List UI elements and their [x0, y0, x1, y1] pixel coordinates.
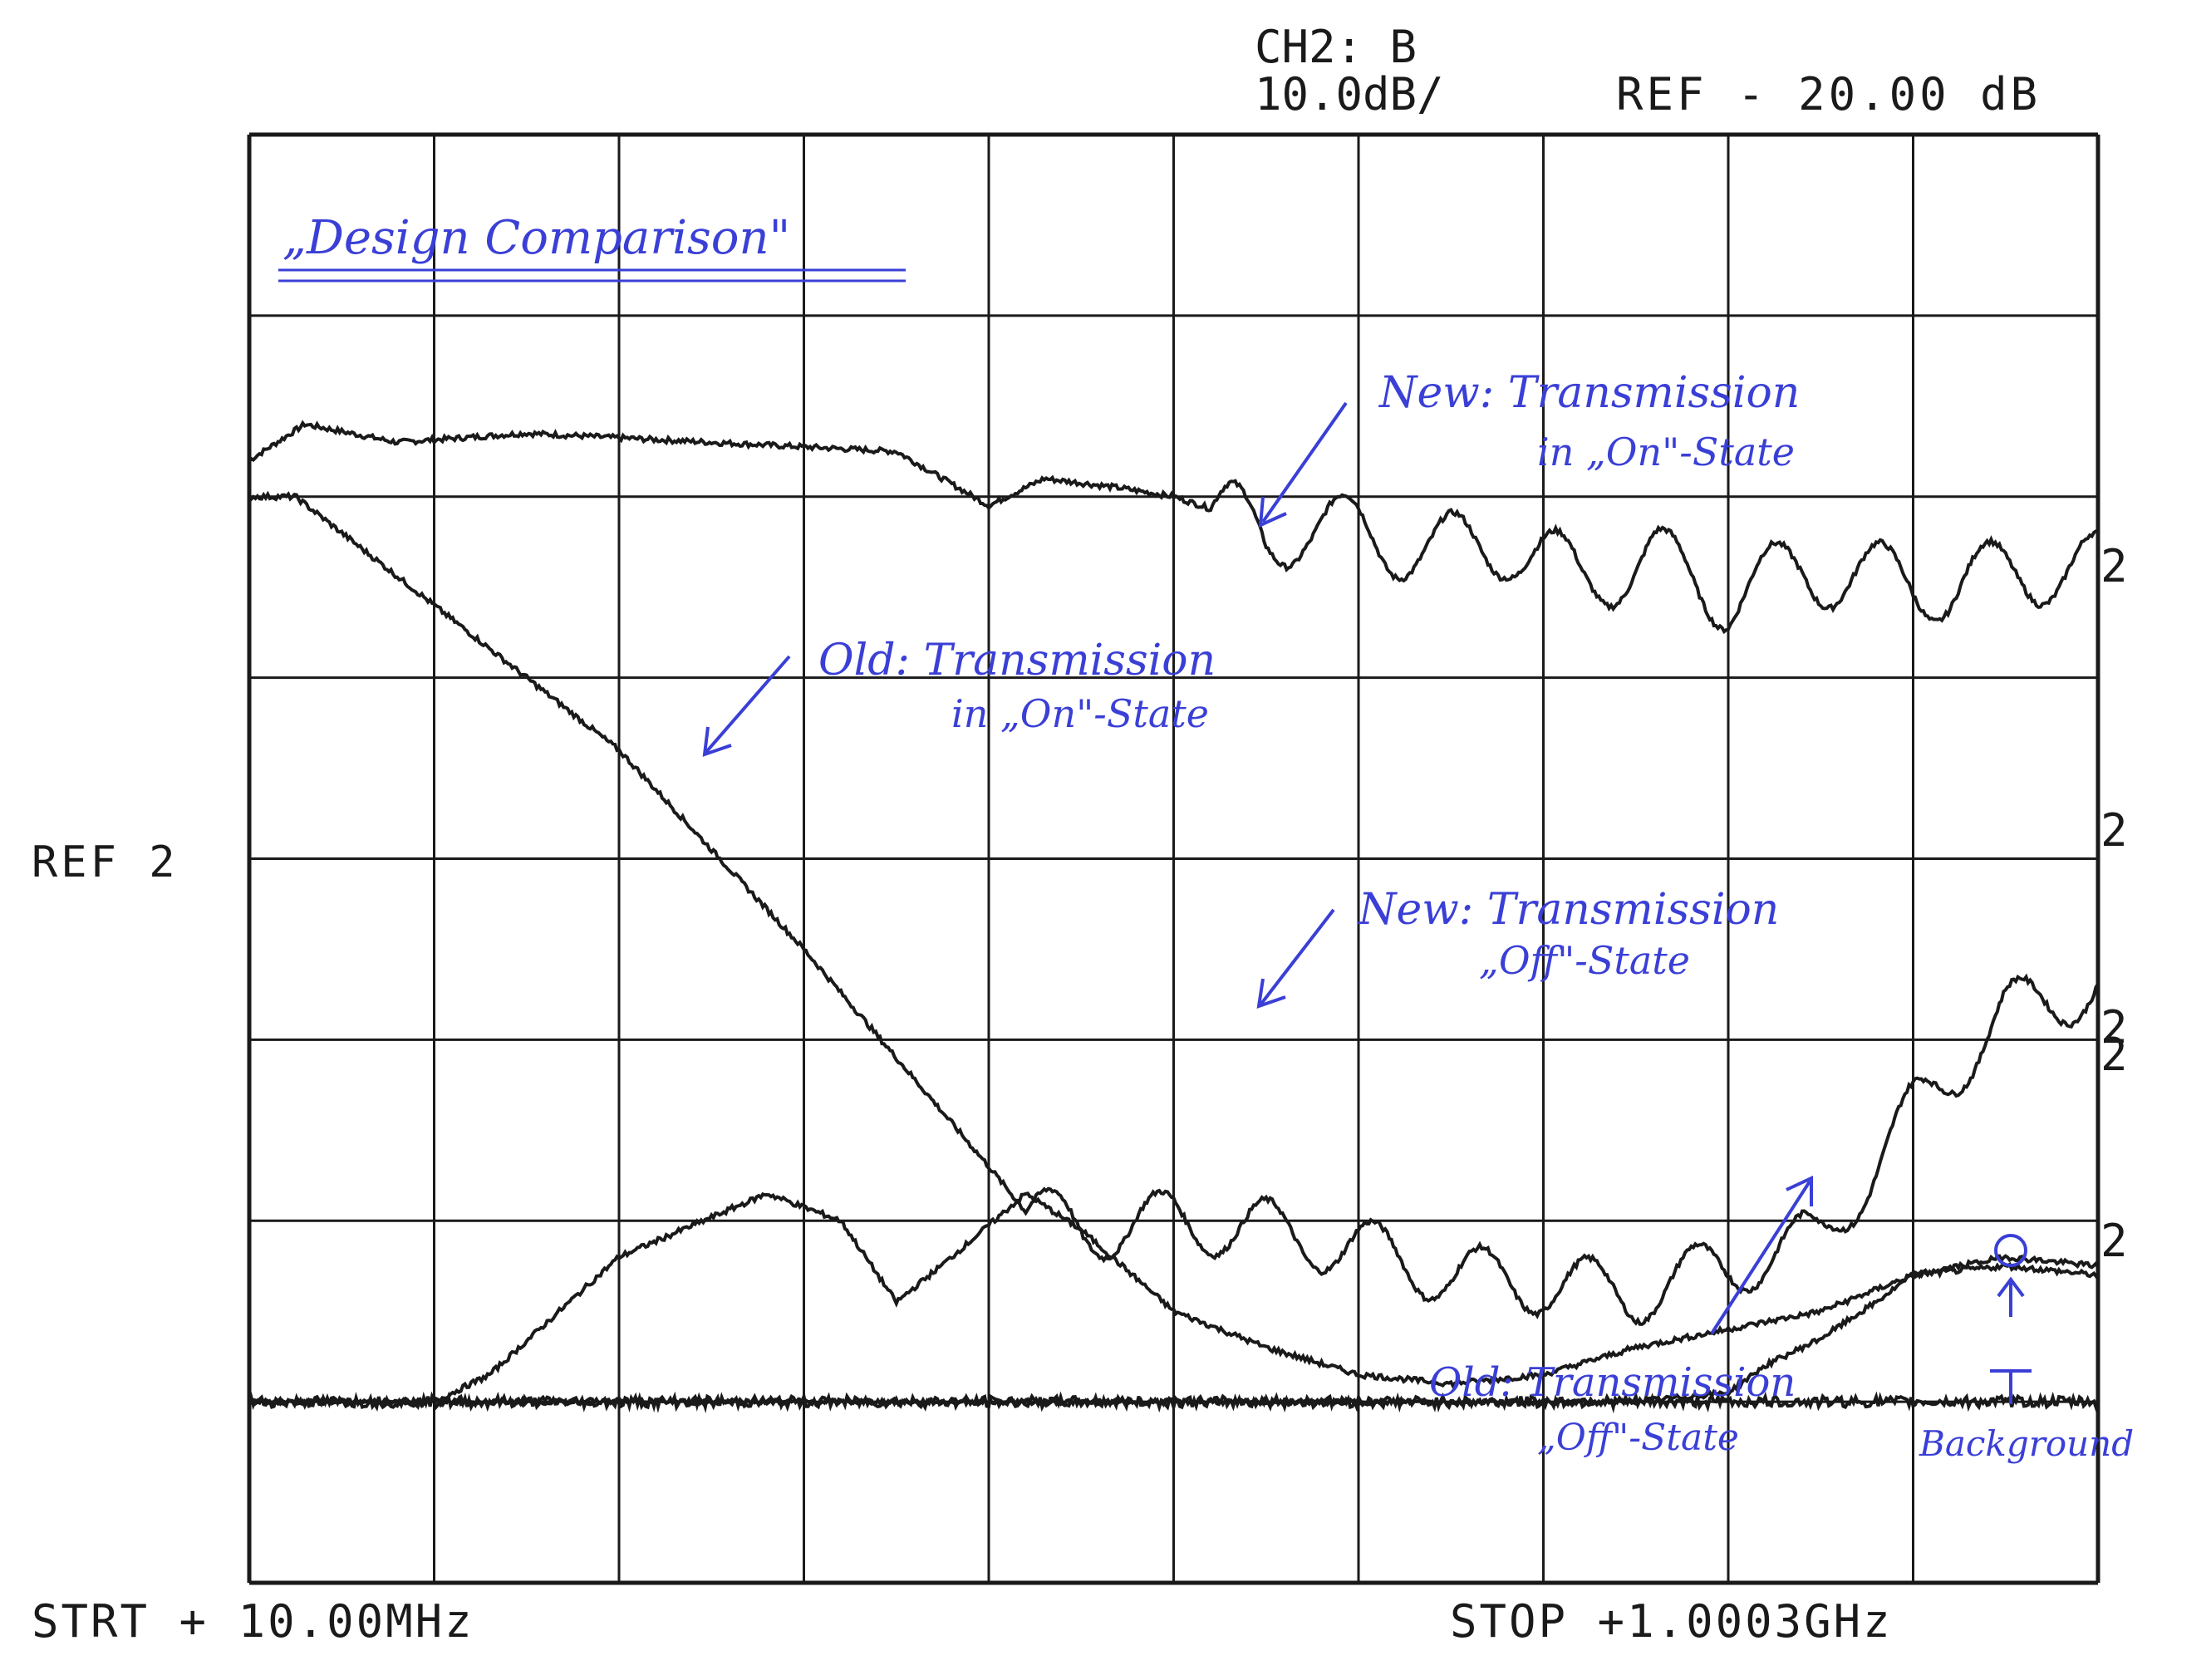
trace-marker: 2 — [2100, 1001, 2128, 1054]
trace-marker: 2 — [2100, 540, 2128, 592]
old-off-note-line1: Old: Transmission — [1429, 1359, 1796, 1406]
graticule — [247, 132, 2100, 1585]
new-on-note-line2: in „On"-State — [1537, 430, 1795, 474]
traces — [248, 420, 2100, 1414]
stop-frequency-label: STOP +1.0003GHz — [1450, 1595, 1893, 1648]
reference-level-label: REF - 20.00 dB — [1616, 68, 2041, 120]
background-marker-icon — [1990, 1234, 2032, 1404]
old-off-note-line2: „Off"-State — [1537, 1417, 1739, 1459]
old-on-note-line2: in „On"-State — [951, 691, 1209, 736]
arrow-icon — [1256, 908, 1335, 1009]
background-note: Background — [1919, 1423, 2134, 1464]
new-on-note-line1: New: Transmission — [1378, 368, 1800, 418]
arrow-icon — [1258, 401, 1348, 528]
arrow-icon — [702, 655, 791, 757]
trace-marker: 2 — [2100, 1215, 2128, 1267]
old-on-note-line1: Old: Transmission — [818, 636, 1216, 685]
trace-line — [248, 1390, 2100, 1414]
new-off-note-line2: „Off"-State — [1479, 938, 1690, 983]
channel-label: CH2: B — [1255, 21, 1417, 73]
trace-end-markers: 2 2 2 2 2 — [2100, 540, 2128, 1267]
handwritten-notes: „Design Comparison" New: Transmission in… — [278, 211, 2134, 1464]
arrow-icon — [1710, 1175, 1813, 1335]
design-comparison-note: „Design Comparison" — [283, 211, 790, 265]
trace-marker: 2 — [2100, 1029, 2128, 1081]
trace-line — [248, 1191, 2100, 1409]
trace-line — [248, 490, 2100, 1326]
start-frequency-label: STRT + 10.00MHz — [32, 1595, 474, 1648]
trace-line — [248, 420, 2099, 635]
ref-marker-label: REF 2 — [32, 838, 179, 887]
trace-marker: 2 — [2100, 804, 2128, 857]
new-off-note-line1: New: Transmission — [1357, 885, 1779, 935]
scale-label: 10.0dB/ — [1255, 68, 1444, 120]
